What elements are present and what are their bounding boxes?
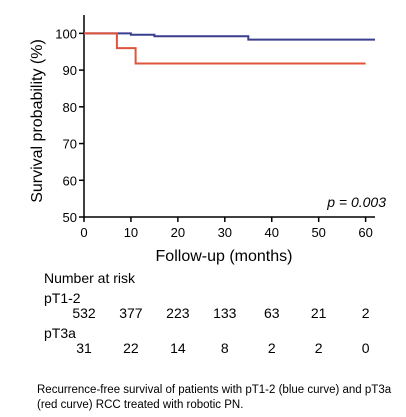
risk-value-pt3a-0: 31 (76, 340, 92, 356)
risk-value-pt3a-30: 8 (220, 340, 229, 356)
risk-group-label-pT1-2: pT1-2 (44, 290, 81, 306)
y-tick-label-80: 80 (63, 100, 77, 115)
y-tick-label-60: 60 (63, 173, 77, 188)
x-tick-label-50: 50 (311, 225, 325, 240)
risk-value-pt3a-40: 2 (267, 340, 276, 356)
figure-caption: Recurrence-free survival of patients wit… (37, 384, 392, 411)
y-tick-label-50: 50 (63, 210, 77, 225)
risk-value-pt1-2-50: 21 (310, 305, 327, 321)
series-line-pt1-2 (84, 32, 375, 41)
risk-value-pt1-2-40: 63 (263, 305, 280, 321)
x-tick-label-20: 20 (171, 225, 185, 240)
risk-table-title: Number at risk (44, 270, 136, 286)
y-axis-title: Survival probability (%) (29, 39, 46, 203)
risk-value-pt1-2-0: 532 (72, 305, 96, 321)
y-tick-label-70: 70 (63, 137, 77, 152)
risk-group-label-pT3a: pT3a (44, 325, 76, 341)
x-tick-label-40: 40 (265, 225, 279, 240)
x-axis-title: Follow-up (months) (156, 248, 293, 265)
risk-value-pt3a-20: 14 (170, 340, 186, 356)
risk-value-pt1-2-60: 2 (361, 305, 370, 321)
risk-value-pt3a-60: 0 (361, 340, 370, 356)
x-tick-label-10: 10 (124, 225, 138, 240)
x-tick-label-0: 0 (80, 225, 87, 240)
p-value-annotation: p = 0.003 (326, 194, 386, 210)
risk-value-pt1-2-20: 223 (166, 305, 190, 321)
y-tick-label-90: 90 (63, 63, 77, 78)
risk-value-pt3a-50: 2 (314, 340, 323, 356)
x-tick-label-60: 60 (358, 225, 372, 240)
series-line-pt3a (84, 32, 366, 65)
x-tick-label-30: 30 (218, 225, 232, 240)
risk-value-pt1-2-30: 133 (213, 305, 237, 321)
risk-value-pt1-2-10: 377 (119, 305, 143, 321)
risk-value-pt3a-10: 22 (123, 340, 139, 356)
y-tick-label-100: 100 (55, 26, 77, 41)
survival-chart: Survival probability (%) Follow-up (mont… (29, 15, 386, 265)
